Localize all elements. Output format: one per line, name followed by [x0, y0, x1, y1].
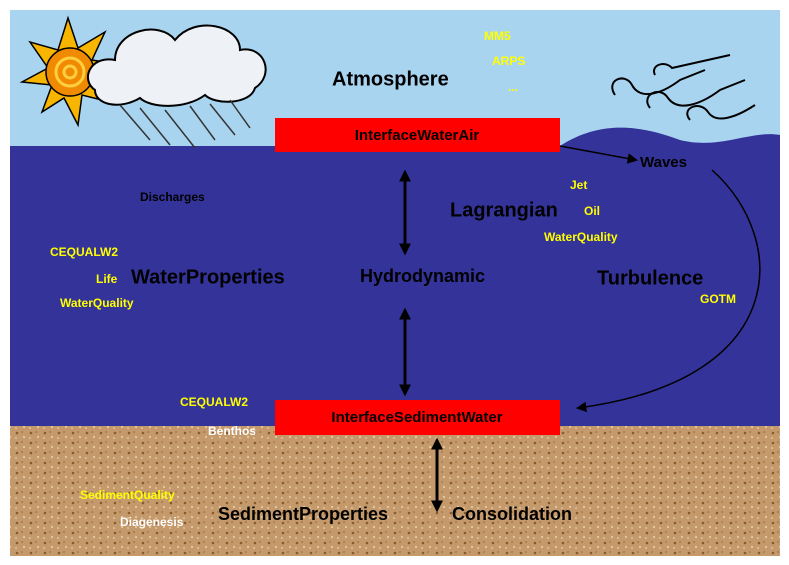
rain — [119, 99, 251, 149]
atmosphere: Atmosphere — [332, 68, 449, 90]
consolidation: Consolidation — [452, 504, 572, 524]
module: CEQUALW2 — [50, 245, 118, 259]
wave-hump — [560, 127, 780, 146]
sediment — [10, 426, 780, 556]
hydrodynamic: Hydrodynamic — [360, 266, 485, 286]
arrow — [559, 145, 639, 164]
model: ARPS — [492, 54, 525, 68]
module: Jet — [570, 178, 587, 192]
module: Benthos — [208, 424, 256, 438]
module: Life — [96, 272, 118, 286]
interface-label: InterfaceSedimentWater — [331, 409, 502, 426]
discharges: Discharges — [140, 190, 205, 204]
module: Diagenesis — [120, 515, 184, 529]
interface-label: InterfaceWaterAir — [355, 127, 480, 144]
module: WaterQuality — [544, 230, 618, 244]
water-properties: WaterProperties — [131, 266, 285, 288]
lagrangian: Lagrangian — [450, 199, 558, 221]
interface-box — [275, 118, 560, 152]
interface-box — [275, 400, 560, 435]
turbulence: Turbulence — [597, 267, 703, 289]
module: GOTM — [700, 292, 736, 306]
model: ... — [508, 80, 518, 94]
sediment-properties: SedimentProperties — [218, 504, 388, 524]
arrow — [575, 169, 761, 413]
wind — [611, 54, 756, 121]
waves: Waves — [640, 154, 687, 171]
cloud — [86, 24, 267, 107]
model: MM5 — [484, 29, 511, 43]
module: WaterQuality — [60, 296, 134, 310]
module: CEQUALW2 — [180, 395, 248, 409]
water — [10, 146, 780, 426]
module: Oil — [584, 204, 600, 218]
module: SedimentQuality — [80, 488, 175, 502]
